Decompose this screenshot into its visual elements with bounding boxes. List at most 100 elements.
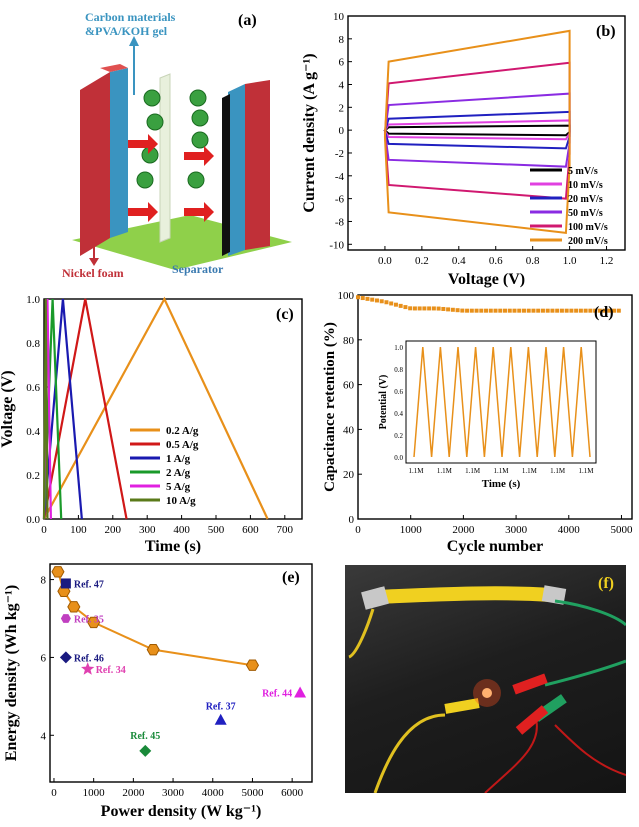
cyc-y-tick-label: 20 [343,469,355,481]
cyc-retention-marker [616,308,621,313]
cv-x-tick-label: 0.2 [415,255,429,267]
cyc-retention-marker [588,308,593,313]
cyc-x-tick-label: 0 [355,524,361,536]
inset-y-axis-label: Potential (V) [378,375,389,430]
cyc-retention-marker [446,307,451,312]
cv-legend-label: 50 mV/s [568,208,603,219]
ragone-x-tick-label: 3000 [162,787,185,799]
cyc-x-tick-label: 2000 [452,524,475,536]
cyc-retention-marker [356,295,360,300]
cv-x-tick-label: 0.6 [489,255,503,267]
cv-series-loop [383,29,571,234]
gcd-x-tick-label: 0 [41,524,47,536]
cyc-retention-marker [536,308,541,313]
cyc-retention-marker [507,308,512,313]
cyc-retention-marker [607,308,612,313]
gcd-series-line [42,298,49,520]
cyc-x-tick-label: 3000 [505,524,528,536]
gcd-y-tick-label: 0.0 [26,514,40,526]
cyc-retention-marker [488,308,493,313]
ragone-ref-marker [294,686,307,698]
cv-legend-label: 5 mV/s [568,166,598,177]
inset-y-tick-label: 0.6 [394,388,403,396]
ragone-y-tick-label: 4 [41,730,47,742]
ragone-x-tick-label: 0 [51,787,57,799]
cv-series-loop [383,61,571,200]
ragone-ref-label: Ref. 34 [96,665,126,676]
cyc-y-tick-label: 60 [343,380,355,392]
cyc-retention-marker [427,306,432,311]
panel-e-label: (e) [282,569,300,586]
ragone-ref-label: Ref. 47 [74,579,104,590]
gcd-x-tick-label: 500 [208,524,225,536]
ragone-x-axis-label: Power density (W kg⁻¹) [101,803,262,820]
cv-y-tick-label: -4 [335,171,345,183]
inset-y-tick-label: 0.4 [394,410,403,418]
panel-c-label: (c) [276,306,294,323]
ragone-this-work-marker [87,616,101,629]
gcd-x-tick-label: 200 [105,524,122,536]
gcd-y-tick-label: 0.6 [26,382,40,394]
label-nickel-foam: Nickel foam [62,266,124,280]
gcd-legend-label: 2 A/g [166,467,191,479]
cyc-retention-marker [550,308,555,313]
charge-arrows [128,134,214,222]
cyc-retention-marker [517,308,522,313]
cyc-retention-marker [469,308,474,313]
cyc-retention-marker [574,308,579,313]
ragone-x-tick-label: 5000 [241,787,264,799]
panel-d-label: (d) [594,304,614,321]
panel-d-cycling-chart: 0 1000 2000 3000 4000 5000 0 20 40 60 80 100 Cycle n… [322,290,633,555]
gcd-x-tick-label: 400 [173,524,190,536]
ragone-x-tick-label: 2000 [122,787,145,799]
cyc-retention-marker [526,308,531,313]
cyc-retention-marker [597,308,602,313]
cyc-plot-frame [357,294,633,520]
cyc-retention-marker [441,306,446,311]
label-separator: Separator [172,262,224,276]
cyc-retention-marker [612,308,617,313]
cv-y-tick-label: 6 [339,57,345,69]
gcd-legend-label: 1 A/g [166,453,191,465]
cyc-retention-marker [521,308,526,313]
cyc-retention-marker [455,308,460,313]
cv-y-tick-label: -6 [335,194,345,206]
cyc-retention-marker [564,308,569,313]
inset-x-tick-label: 1.1M [550,467,566,475]
inset-x-tick-label: 1.1M [579,467,595,475]
inset-x-tick-label: 1.1M [465,467,481,475]
inset-y-tick-label: 0.0 [394,454,403,462]
gcd-series-line [43,296,269,520]
gcd-y-tick-label: 0.4 [26,426,40,438]
cyc-x-tick-label: 5000 [610,524,633,536]
cyc-retention-marker [393,302,398,307]
gcd-legend-label: 0.2 A/g [166,425,199,437]
ragone-x-tick-label: 4000 [202,787,225,799]
cv-legend-label: 10 mV/s [568,180,603,191]
inset-x-tick-label: 1.1M [494,467,510,475]
cyc-retention-marker [398,303,403,308]
cyc-retention-marker [503,308,508,313]
ragone-this-work-marker [146,643,160,656]
cv-legend-label: 200 mV/s [568,236,608,247]
inset-y-tick-label: 0.2 [394,432,403,440]
cyc-retention-marker [569,308,574,313]
cv-x-tick-label: 0.8 [526,255,540,267]
cyc-y-tick-label: 0 [349,514,355,526]
cv-y-tick-label: -8 [335,216,345,228]
gcd-y-tick-label: 0.2 [26,470,40,482]
cyc-retention-marker [412,306,417,311]
cv-x-axis-label: Voltage (V) [448,271,525,288]
cyc-retention-marker [479,308,484,313]
ragone-this-work-marker [245,659,260,671]
panel-b-label: (b) [596,23,616,40]
cyc-x-tick-label: 4000 [558,524,581,536]
cv-y-tick-label: 0 [339,125,345,137]
cyc-retention-marker [474,308,479,313]
cyc-x-tick-label: 1000 [400,524,423,536]
label-pva-koh-gel: &PVA/KOH gel [85,24,168,38]
gcd-x-tick-label: 700 [277,524,294,536]
cv-x-tick-label: 1.2 [600,255,614,267]
cyc-retention-marker [512,308,517,313]
inset-potential-line [413,346,591,458]
